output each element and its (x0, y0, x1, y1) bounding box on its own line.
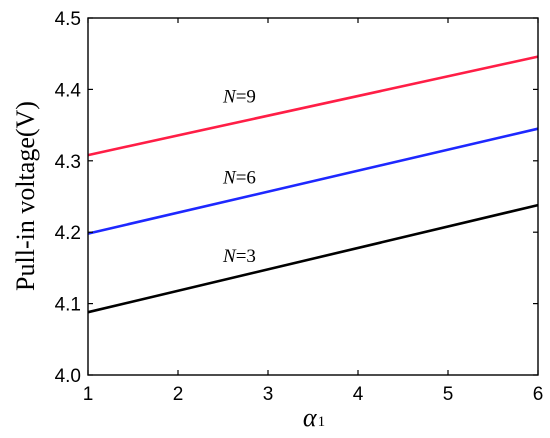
annotation-var: N (222, 86, 237, 107)
x-tick-label: 3 (263, 384, 274, 405)
series-line-2 (87, 127, 539, 235)
y-tick-label: 4.3 (55, 152, 81, 173)
x-tick-label: 1 (83, 384, 94, 405)
series-annotation-2: N=6 (222, 168, 256, 189)
tick-layer: 1 2 3 4 5 6 4.0 4.1 4.2 4.3 4.4 4.5 (55, 9, 544, 405)
series-layer (87, 55, 539, 314)
annotation-var: N (222, 246, 237, 267)
x-tick-label: 4 (353, 384, 364, 405)
x-tick-label: 2 (173, 384, 184, 405)
x-tick-label: 5 (443, 384, 454, 405)
annotation-layer: N=9N=6N=3 (222, 86, 256, 267)
y-tick-label: 4.0 (55, 366, 81, 387)
x-axis-title-symbol: α (303, 403, 318, 432)
series-line-3 (87, 203, 539, 314)
annotation-value: =6 (236, 168, 256, 189)
x-axis-title-subscript: 1 (318, 414, 326, 430)
plot-frame (87, 17, 539, 376)
x-tick-label: 6 (533, 384, 544, 405)
series-annotation-3: N=3 (222, 246, 256, 267)
y-tick-label: 4.2 (55, 223, 81, 244)
y-axis-title: Pull-in voltage(V) (11, 101, 40, 291)
x-axis-title: α1 (303, 403, 325, 432)
annotation-value: =9 (236, 86, 256, 107)
series-line-1 (87, 55, 539, 157)
y-tick-label: 4.4 (55, 80, 82, 101)
y-tick-label: 4.1 (55, 295, 81, 316)
annotation-var: N (222, 168, 237, 189)
annotation-value: =3 (236, 246, 256, 267)
series-annotation-1: N=9 (222, 86, 256, 107)
y-tick-label: 4.5 (55, 9, 81, 30)
